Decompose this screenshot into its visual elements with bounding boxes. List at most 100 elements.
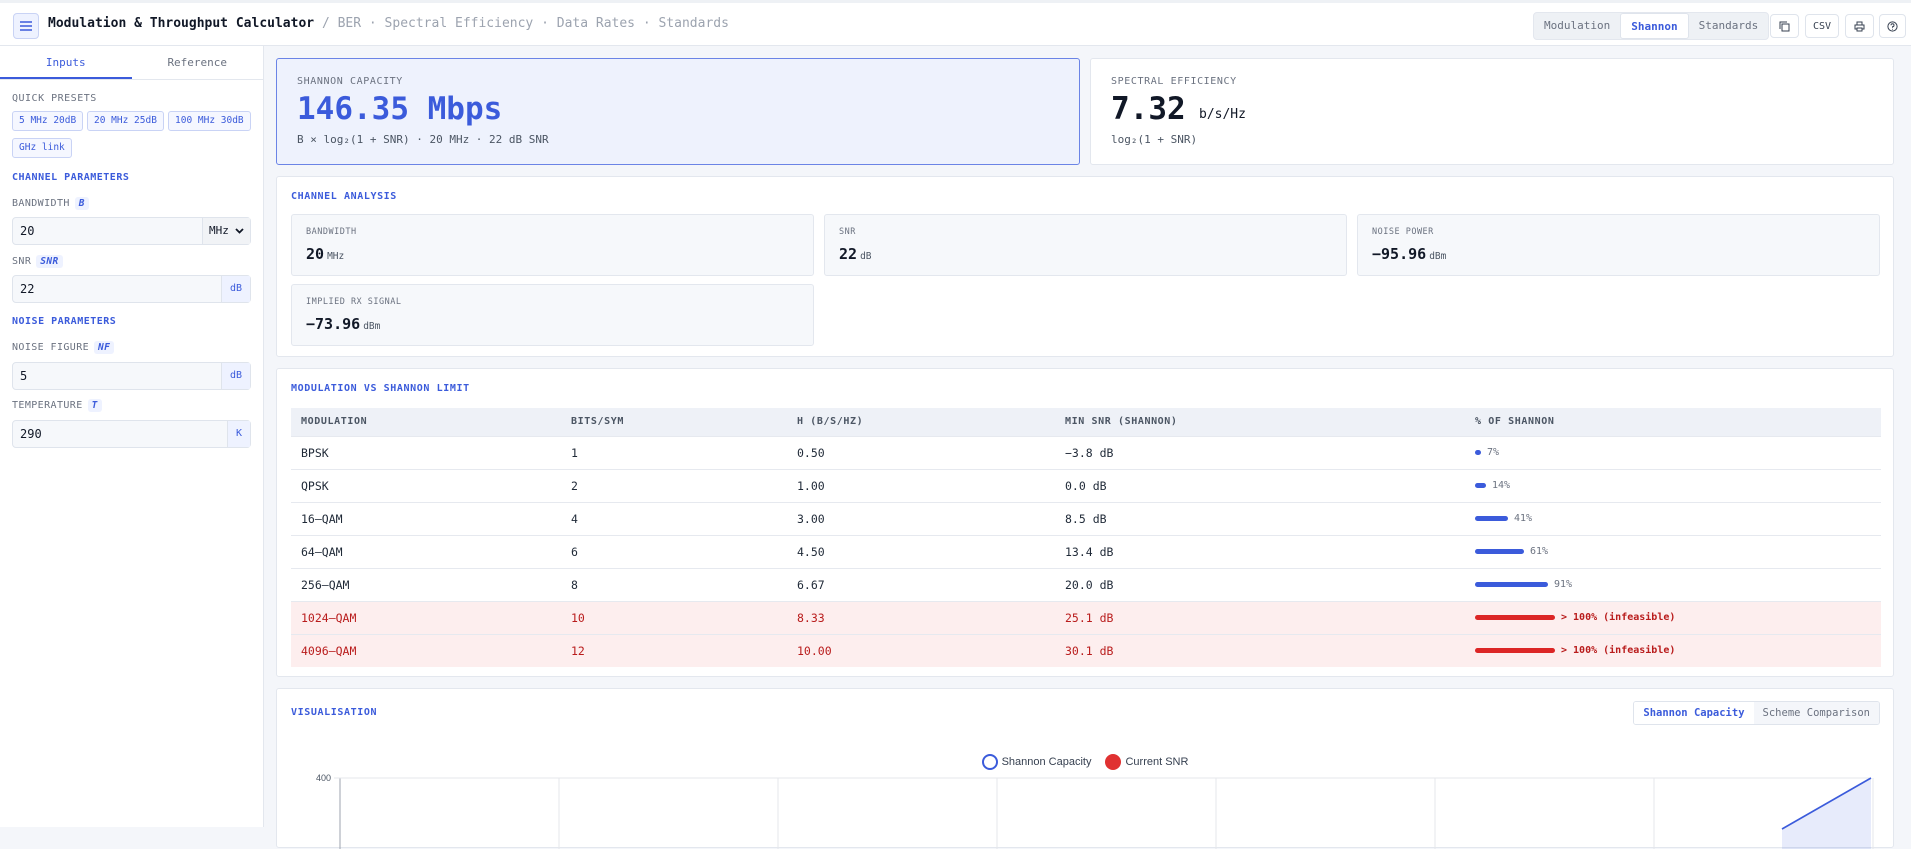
preset-5mhz[interactable]: 5 MHz 20dB bbox=[12, 111, 84, 131]
eta-cell: 0.50 bbox=[787, 435, 1055, 469]
top-bar: Modulation & Throughput Calculator / BER… bbox=[0, 0, 1911, 46]
legend-snr-text: Current SNR bbox=[1125, 756, 1189, 768]
analysis-bandwidth-unit: MHz bbox=[327, 251, 345, 262]
modulation-cell: 4096–QAM bbox=[291, 633, 561, 667]
snr-input[interactable]: 22 bbox=[20, 282, 35, 296]
analysis-noise-power: NOISE POWER −95.96 dBm bbox=[1357, 214, 1880, 276]
analysis-noise-power-value: −95.96 dBm bbox=[1372, 245, 1446, 263]
temperature-unit: K bbox=[226, 421, 250, 447]
eta-cell: 6.67 bbox=[787, 567, 1055, 601]
bandwidth-unit-select[interactable]: MHz bbox=[202, 218, 250, 244]
col-eta: Η (B/S/HZ) bbox=[787, 408, 1055, 436]
min-snr-cell: 0.0 dB bbox=[1055, 468, 1465, 502]
tab-scheme-comparison[interactable]: Scheme Comparison bbox=[1753, 702, 1879, 724]
table-row: 16–QAM 4 3.00 8.5 dB 41% bbox=[291, 501, 1881, 535]
pct-bar bbox=[1475, 582, 1548, 587]
eta-cell: 10.00 bbox=[787, 633, 1055, 667]
col-modulation: MODULATION bbox=[291, 408, 561, 436]
pct-label: 7% bbox=[1487, 447, 1500, 458]
tab-reference[interactable]: Reference bbox=[167, 56, 228, 69]
bandwidth-label-text: BANDWIDTH bbox=[12, 198, 70, 209]
pct-shannon-cell: > 100% (infeasible) bbox=[1465, 633, 1881, 667]
temperature-field[interactable]: 290 K bbox=[12, 420, 251, 448]
help-icon bbox=[1887, 20, 1898, 32]
bandwidth-symbol: B bbox=[74, 197, 89, 210]
analysis-rx-signal-number: −73.96 bbox=[306, 315, 361, 333]
modulation-cell: BPSK bbox=[291, 435, 561, 469]
legend-shannon-capacity[interactable]: Shannon Capacity bbox=[981, 754, 1091, 770]
csv-button[interactable]: CSV bbox=[1805, 14, 1839, 38]
analysis-rx-signal-unit: dBm bbox=[363, 321, 381, 332]
menu-button[interactable] bbox=[13, 13, 39, 39]
print-button[interactable] bbox=[1845, 14, 1874, 38]
preset-20mhz[interactable]: 20 MHz 25dB bbox=[87, 111, 164, 131]
vertical-gridlines bbox=[558, 778, 1874, 849]
mode-shannon[interactable]: Shannon bbox=[1620, 13, 1689, 39]
bandwidth-input[interactable]: 20 bbox=[20, 224, 35, 238]
analysis-snr-value: 22 dB bbox=[839, 245, 872, 263]
temperature-input[interactable]: 290 bbox=[20, 427, 42, 441]
pct-label: 61% bbox=[1530, 546, 1549, 557]
analysis-noise-power-label: NOISE POWER bbox=[1372, 227, 1434, 237]
modulation-table: MODULATION BITS/SYM Η (B/S/HZ) MIN SNR (… bbox=[291, 408, 1881, 667]
analysis-bandwidth: BANDWIDTH 20 MHz bbox=[291, 214, 814, 276]
analysis-bandwidth-label: BANDWIDTH bbox=[306, 227, 357, 237]
noise-figure-label-text: NOISE FIGURE bbox=[12, 342, 90, 353]
noise-figure-field[interactable]: 5 dB bbox=[12, 362, 251, 390]
analysis-rx-signal-value: −73.96 dBm bbox=[306, 315, 380, 333]
chevron-down-icon bbox=[235, 228, 244, 234]
pct-bar-wrap: 14% bbox=[1475, 480, 1881, 491]
snr-field[interactable]: 22 dB bbox=[12, 275, 251, 303]
bandwidth-field[interactable]: 20 MHz bbox=[12, 217, 251, 245]
breadcrumb[interactable]: / BER · Spectral Efficiency · Data Rates… bbox=[321, 16, 729, 31]
app-title: Modulation & Throughput Calculator / BER… bbox=[48, 16, 729, 31]
legend-snr-swatch bbox=[1105, 754, 1122, 770]
tab-inputs[interactable]: Inputs bbox=[0, 46, 132, 79]
pct-shannon-cell: 7% bbox=[1465, 435, 1881, 469]
pct-bar bbox=[1475, 549, 1524, 554]
visualisation-title: VISUALISATION bbox=[291, 707, 378, 718]
chart-legend: Shannon Capacity Current SNR bbox=[277, 754, 1893, 770]
temperature-symbol: T bbox=[87, 399, 102, 412]
spectral-efficiency-label: SPECTRAL EFFICIENCY bbox=[1111, 76, 1237, 87]
noise-parameters-heading: NOISE PARAMETERS bbox=[12, 316, 117, 327]
analysis-noise-power-unit: dBm bbox=[1429, 251, 1447, 262]
shannon-capacity-formula: B × log₂(1 + SNR) · 20 MHz · 22 dB SNR bbox=[297, 133, 549, 146]
eta-cell: 4.50 bbox=[787, 534, 1055, 568]
mode-modulation[interactable]: Modulation bbox=[1544, 19, 1611, 32]
mode-standards[interactable]: Standards bbox=[1698, 19, 1759, 32]
y-tick-400: 400 bbox=[316, 773, 331, 783]
print-icon bbox=[1854, 21, 1865, 31]
modulation-cell: 1024–QAM bbox=[291, 600, 561, 634]
noise-figure-input[interactable]: 5 bbox=[20, 369, 28, 383]
snr-label: SNR SNR bbox=[12, 255, 63, 268]
table-row: 64–QAM 6 4.50 13.4 dB 61% bbox=[291, 534, 1881, 568]
preset-ghz-link[interactable]: GHz link bbox=[12, 138, 72, 158]
modulation-comparison-card: MODULATION VS SHANNON LIMIT MODULATION B… bbox=[276, 368, 1894, 677]
pct-label: > 100% (infeasible) bbox=[1561, 645, 1676, 657]
snr-unit: dB bbox=[220, 276, 250, 302]
analysis-snr-label: SNR bbox=[839, 227, 856, 237]
help-button[interactable] bbox=[1879, 14, 1906, 38]
spectral-efficiency-card: SPECTRAL EFFICIENCY 7.32 b/s/Hz log₂(1 +… bbox=[1090, 58, 1894, 165]
tab-shannon-capacity[interactable]: Shannon Capacity bbox=[1634, 702, 1754, 724]
bits-cell: 10 bbox=[561, 600, 787, 634]
analysis-snr-number: 22 bbox=[839, 245, 858, 263]
legend-current-snr[interactable]: Current SNR bbox=[1105, 754, 1188, 770]
preset-100mhz[interactable]: 100 MHz 30dB bbox=[168, 111, 251, 131]
pct-label: 41% bbox=[1514, 513, 1533, 524]
min-snr-cell: −3.8 dB bbox=[1055, 435, 1465, 469]
modulation-cell: 16–QAM bbox=[291, 501, 561, 535]
table-row: QPSK 2 1.00 0.0 dB 14% bbox=[291, 468, 1881, 502]
col-min-snr: MIN SNR (SHANNON) bbox=[1055, 408, 1465, 436]
pct-shannon-cell: 41% bbox=[1465, 501, 1881, 535]
modulation-cell: 64–QAM bbox=[291, 534, 561, 568]
modulation-cell: QPSK bbox=[291, 468, 561, 502]
pct-bar-wrap: > 100% (infeasible) bbox=[1475, 645, 1881, 656]
copy-button[interactable] bbox=[1770, 14, 1799, 38]
analysis-snr: SNR 22 dB bbox=[824, 214, 1347, 276]
table-header-row: MODULATION BITS/SYM Η (B/S/HZ) MIN SNR (… bbox=[291, 408, 1881, 436]
min-snr-cell: 30.1 dB bbox=[1055, 633, 1465, 667]
noise-figure-label: NOISE FIGURE NF bbox=[12, 341, 115, 354]
bits-cell: 2 bbox=[561, 468, 787, 502]
